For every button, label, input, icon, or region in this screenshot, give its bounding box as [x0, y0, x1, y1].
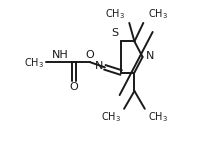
Text: N: N: [146, 51, 154, 61]
Text: S: S: [111, 28, 118, 38]
Text: CH$_3$: CH$_3$: [148, 110, 168, 124]
Text: O: O: [86, 50, 94, 60]
Text: CH$_3$: CH$_3$: [24, 56, 44, 70]
Text: CH$_3$: CH$_3$: [101, 110, 121, 124]
Text: O: O: [69, 82, 78, 92]
Text: CH$_3$: CH$_3$: [105, 8, 125, 21]
Text: NH: NH: [52, 50, 69, 60]
Text: CH$_3$: CH$_3$: [148, 8, 168, 21]
Text: N: N: [95, 61, 103, 71]
